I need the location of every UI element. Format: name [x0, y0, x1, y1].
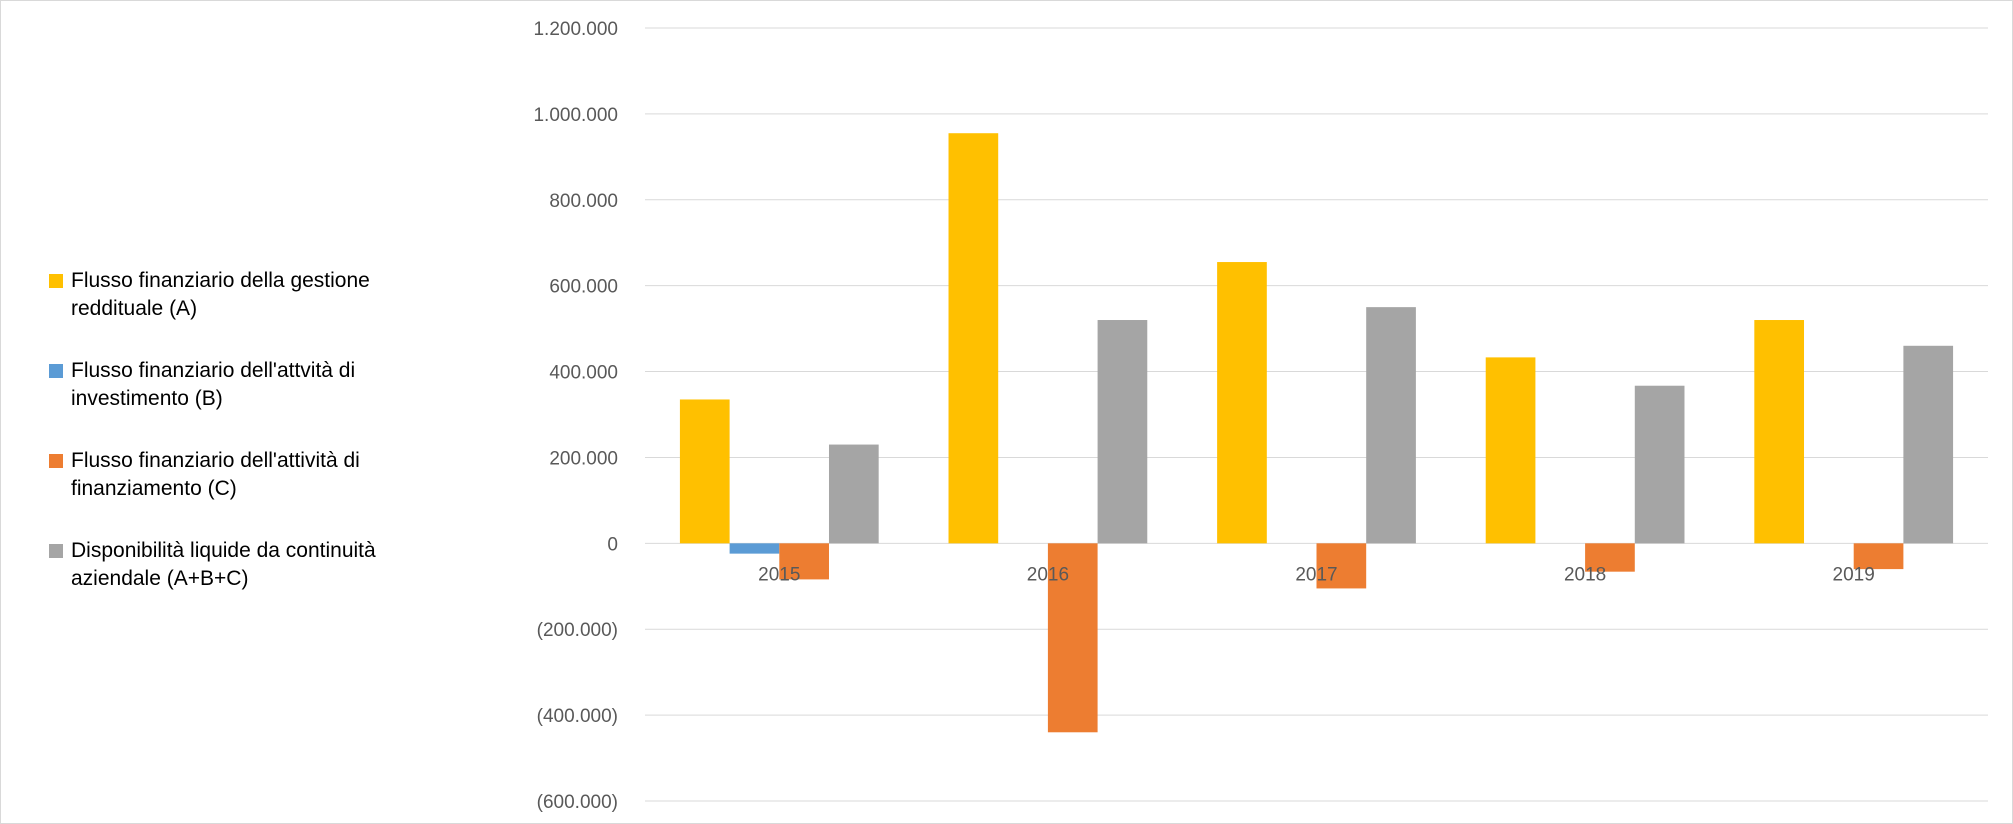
y-tick-label: 800.000 — [549, 191, 618, 212]
y-tick-label: 1.000.000 — [533, 105, 618, 126]
bar — [1097, 320, 1148, 544]
bar — [1217, 262, 1267, 544]
bar — [779, 543, 829, 580]
y-tick-label: 600.000 — [549, 277, 618, 298]
bar — [1754, 320, 1805, 544]
legend-swatch — [49, 274, 63, 288]
y-tick-label: (200.000) — [537, 620, 618, 641]
y-tick-label: 400.000 — [549, 363, 618, 384]
y-tick-label: 1.200.000 — [533, 19, 618, 40]
x-tick-label: 2018 — [1564, 564, 1606, 585]
legend-label: Flusso finanziario dell'attvità di inves… — [71, 359, 356, 410]
legend-item: Flusso finanziario della gestione reddit… — [49, 267, 439, 323]
bar — [828, 444, 879, 544]
y-tick-label: 0 — [607, 534, 618, 555]
bar — [679, 399, 730, 544]
bar — [1047, 543, 1098, 733]
x-tick-label: 2015 — [758, 564, 800, 585]
x-tick-label: 2019 — [1833, 564, 1875, 585]
legend-swatch — [49, 544, 63, 558]
x-tick-label: 2016 — [1027, 564, 1069, 585]
y-tick-label: 200.000 — [549, 448, 618, 469]
bar — [1485, 357, 1536, 544]
x-tick-label: 2017 — [1295, 564, 1337, 585]
legend-label: Flusso finanziario dell'attività di fina… — [71, 449, 360, 500]
bar — [1634, 385, 1685, 544]
y-tick-label: (400.000) — [537, 706, 618, 727]
bar — [948, 133, 999, 544]
legend-item: Flusso finanziario dell'attività di fina… — [49, 447, 439, 503]
bar — [1903, 345, 1954, 544]
legend-label: Flusso finanziario della gestione reddit… — [71, 269, 370, 320]
legend-swatch — [49, 364, 63, 378]
bar — [1366, 307, 1416, 544]
bar — [729, 543, 780, 554]
legend-item: Flusso finanziario dell'attvità di inves… — [49, 357, 439, 413]
bar — [1853, 543, 1904, 570]
legend-label: Disponibilità liquide da continuità azie… — [71, 539, 376, 590]
legend-swatch — [49, 454, 63, 468]
bar — [1316, 543, 1367, 589]
y-tick-label: (600.000) — [537, 792, 618, 813]
bar — [1585, 543, 1635, 572]
legend-item: Disponibilità liquide da continuità azie… — [49, 537, 439, 593]
